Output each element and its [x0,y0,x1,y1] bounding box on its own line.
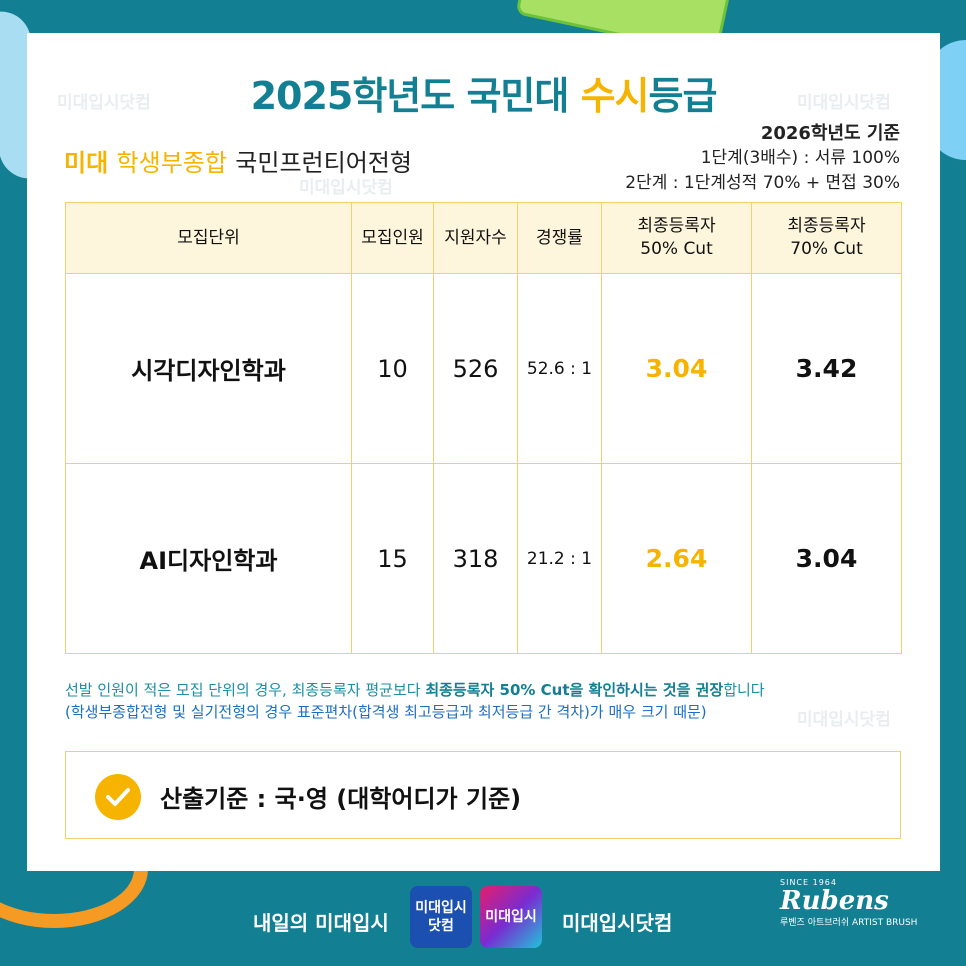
midae-logo-blue: 미대입시 닷컴 [410,886,472,948]
cell-applicants: 526 [433,273,518,464]
rubens-since: SINCE 1964 [780,878,837,887]
note-line1: 선발 인원이 적은 모집 단위의 경우, 최종등록자 평균보다 최종등록자 50… [65,679,765,701]
calculation-basis-box: 산출기준 : 국·영 (대학어디가 기준) [65,751,901,839]
cell-dept: AI디자인학과 [65,463,352,654]
cell-cut70: 3.04 [751,463,902,654]
logo2-text: 미대입시 [485,909,537,925]
rubens-logo: SINCE 1964 Rubens 루벤즈 아트브러쉬 ARTIST BRUSH [780,878,917,928]
header-cut70-line2: 70% Cut [790,239,863,259]
info-card: 미대입시닷컴 미대입시닷컴 미대입시닷컴 미대입시닷컴 2025학년도 국민대 … [27,33,940,871]
subtitle-type: 학생부종합 [116,149,227,177]
watermark: 미대입시닷컴 [57,93,151,113]
results-table: 모집단위 모집인원 지원자수 경쟁률 최종등록자 50% Cut 최종등록자 70%… [65,202,902,654]
cell-cut50: 3.04 [601,273,752,464]
midae-logo-gradient: 미대입시 [480,886,542,948]
header-dept: 모집단위 [65,202,352,274]
header-cut50-line1: 최종등록자 [637,216,716,236]
subtitle-brand: 미대 [64,149,109,177]
table-header-row: 모집단위 모집인원 지원자수 경쟁률 최종등록자 50% Cut 최종등록자 70%… [65,202,902,274]
criteria-stage1: 1단계(3배수) : 서류 100% [700,148,900,168]
cell-cut70: 3.42 [751,273,902,464]
watermark: 미대입시닷컴 [299,178,393,198]
rubens-sub: 루벤즈 아트브러쉬 ARTIST BRUSH [780,918,918,928]
title-part2: 등급 [648,74,717,118]
watermark: 미대입시닷컴 [797,93,891,113]
cell-quota: 10 [351,273,434,464]
selection-criteria: 2026학년도 기준 1단계(3배수) : 서류 100% 2단계 : 1단계성… [625,121,900,196]
page-title: 2025학년도 국민대 수시등급 [27,65,940,120]
subtitle-track: 국민프런티어전형 [235,149,412,177]
criteria-stage2: 2단계 : 1단계성적 70% + 면접 30% [625,173,900,193]
header-ratio: 경쟁률 [517,202,602,274]
footer-slogan: 내일의 미대입시 [253,911,389,935]
cell-quota: 15 [351,463,434,654]
table-row: AI디자인학과 15 318 21.2 : 1 2.64 3.04 [65,463,902,654]
cell-applicants: 318 [433,463,518,654]
check-icon [95,774,141,820]
cell-cut50: 2.64 [601,463,752,654]
watermark: 미대입시닷컴 [797,710,891,730]
header-cut70-line1: 최종등록자 [787,216,866,236]
rubens-brand: Rubens [780,886,889,916]
table-row: 시각디자인학과 10 526 52.6 : 1 3.04 3.42 [65,273,902,464]
advice-note: 선발 인원이 적은 모집 단위의 경우, 최종등록자 평균보다 최종등록자 50… [65,679,765,723]
admission-type: 미대 학생부종합 국민프런티어전형 [64,143,412,178]
criteria-head: 2026학년도 기준 [760,123,900,144]
header-cut70: 최종등록자 70% Cut [751,202,902,274]
cell-dept: 시각디자인학과 [65,273,352,464]
footer-site-name: 미대입시닷컴 [562,911,673,935]
header-applicants: 지원자수 [433,202,518,274]
logo1-text: 미대입시 닷컴 [415,900,467,934]
header-cut50: 최종등록자 50% Cut [601,202,752,274]
title-part1: 2025학년도 국민대 [250,74,581,118]
cell-ratio: 52.6 : 1 [517,273,602,464]
calc-basis-text: 산출기준 : 국·영 (대학어디가 기준) [160,785,522,813]
header-cut50-line2: 50% Cut [640,239,713,259]
note-line2: (학생부종합전형 및 실기전형의 경우 표준편차(합격생 최고등급과 최저등급 … [65,703,707,721]
header-quota: 모집인원 [351,202,434,274]
cell-ratio: 21.2 : 1 [517,463,602,654]
note-line1-pre: 선발 인원이 적은 모집 단위의 경우, 최종등록자 평균보다 [65,681,426,699]
note-line1-bold: 최종등록자 50% Cut을 확인하시는 것을 권장 [425,681,724,699]
title-highlight: 수시 [580,74,650,118]
note-line1-post: 합니다 [723,681,765,699]
